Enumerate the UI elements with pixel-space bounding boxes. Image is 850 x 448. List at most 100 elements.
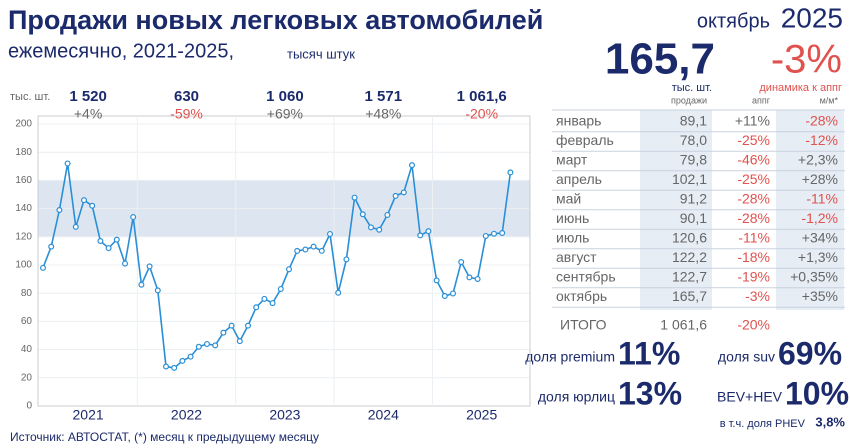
cell: 79,8 [680, 152, 707, 168]
share-value: 10% [785, 375, 849, 411]
cell: +28% [802, 171, 838, 187]
period-month: октябрь [697, 10, 770, 32]
point [286, 266, 293, 273]
share-label: доля юрлиц [538, 389, 615, 405]
point [261, 295, 268, 302]
month: январь [556, 113, 601, 129]
y-tick-label: 60 [21, 316, 33, 327]
unit: тысяч штук [287, 46, 355, 61]
yearly-change: +4% [74, 106, 102, 122]
point [56, 207, 63, 214]
x-tick-label: 2022 [171, 407, 202, 423]
point [228, 322, 235, 329]
yearly-change: -59% [170, 106, 203, 122]
point [474, 275, 481, 282]
yearly-total: 630 [174, 88, 199, 105]
point [97, 238, 104, 245]
share-label: доля suv [718, 349, 775, 365]
month: сентябрь [556, 269, 616, 285]
point [204, 340, 211, 347]
headline-change: -3% [771, 38, 842, 82]
cell: 165,7 [672, 288, 707, 304]
point [39, 264, 46, 271]
point [269, 300, 276, 307]
month: март [556, 152, 588, 168]
cell: 122,7 [672, 269, 707, 285]
point [335, 289, 342, 296]
point [195, 343, 202, 350]
point [48, 243, 55, 250]
point [245, 322, 252, 329]
cell: -1,2% [801, 210, 838, 226]
share-value: 69% [778, 335, 842, 371]
point [359, 211, 366, 218]
point [80, 197, 87, 204]
cell: +11% [735, 113, 770, 129]
share-value: 13% [618, 375, 682, 411]
point [482, 232, 489, 239]
point [121, 260, 128, 267]
point [318, 247, 325, 254]
month: август [556, 249, 597, 265]
cell: 90,1 [680, 210, 707, 226]
x-tick-label: 2021 [73, 407, 104, 423]
title: Продажи новых легковых автомобилей [8, 5, 543, 35]
point [179, 357, 186, 364]
point [220, 329, 227, 336]
cell: +35% [802, 288, 838, 304]
yearly-total: 1 061,6 [457, 88, 507, 105]
y-tick-label: 80 [21, 288, 33, 299]
point [458, 259, 465, 266]
point [163, 363, 170, 370]
point [450, 290, 457, 297]
cell: -25% [737, 132, 770, 148]
point [351, 194, 358, 201]
point [154, 287, 161, 294]
point [302, 246, 309, 253]
point [343, 256, 350, 263]
point [130, 214, 137, 221]
column-header: м/м* [820, 95, 839, 105]
cell: -19% [737, 269, 770, 285]
month: июль [556, 230, 589, 246]
y-tick-label: 20 [21, 372, 33, 383]
point [277, 285, 284, 292]
y-tick-label: 100 [15, 260, 32, 271]
point [376, 226, 383, 233]
cell: -46% [737, 152, 770, 168]
cell: 78,0 [680, 132, 707, 148]
cell: -28% [737, 191, 770, 207]
share-value: 11% [618, 335, 680, 371]
point [146, 263, 153, 270]
share-label: BEV+HEV [717, 389, 783, 405]
point [499, 229, 506, 236]
yearly-change: +69% [267, 106, 303, 122]
point [253, 304, 260, 311]
cell: 89,1 [680, 113, 707, 129]
cell: -12% [805, 132, 838, 148]
subtitle: ежемесячно, 2021-2025, [8, 40, 234, 62]
point [327, 230, 334, 237]
cell: -25% [737, 171, 770, 187]
column-header: аппг [752, 95, 771, 105]
x-tick-label: 2023 [269, 407, 300, 423]
cell: 102,1 [672, 171, 707, 187]
month: июнь [556, 210, 589, 226]
line [42, 163, 512, 369]
cell: +1,3% [798, 249, 838, 265]
point [433, 277, 440, 284]
cell: -28% [805, 113, 838, 129]
cell: +0,35% [790, 269, 838, 285]
yearly-total: 1 571 [365, 88, 403, 105]
y-tick-label: 180 [15, 147, 32, 158]
cell: -3% [745, 288, 770, 304]
cell: +2,3% [798, 152, 838, 168]
month: май [556, 191, 581, 207]
total-change: -20% [737, 317, 770, 333]
headline-change-label: динамика к аппг [759, 82, 842, 94]
point [392, 192, 399, 199]
yearly-change: +48% [365, 106, 401, 122]
footer: Источник: АВТОСТАТ, (*) месяц к предыдущ… [10, 430, 319, 444]
point [212, 342, 219, 349]
